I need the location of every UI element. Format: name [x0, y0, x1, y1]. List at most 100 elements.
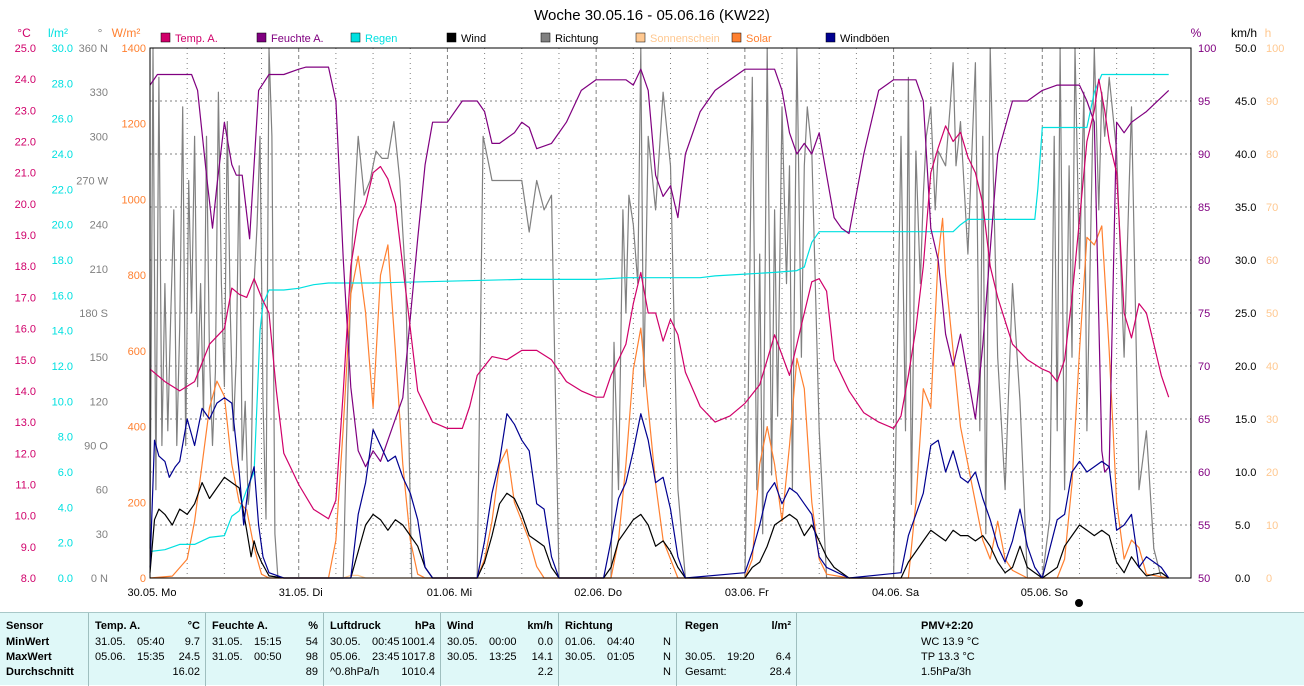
legend-label: Regen: [365, 33, 397, 45]
rain-tick-label: 14.0: [52, 326, 73, 338]
wind-tick-label: 30.0: [1235, 255, 1256, 267]
grid: [150, 48, 1191, 578]
solar-tick-label: 0: [140, 573, 146, 585]
press-max-time: 23:45: [372, 651, 400, 663]
rain-tick-label: 4.0: [58, 502, 73, 514]
stats-dir-col: Richtung 01.06. 04:40 N 30.05. 01:05 N N: [558, 613, 677, 686]
hum-tick-label: 90: [1198, 149, 1210, 161]
temp-tick-label: 24.0: [15, 74, 36, 86]
stats-header-press: Luftdruck: [330, 620, 381, 632]
temp-tick-label: 17.0: [15, 292, 36, 304]
dir-tick-label: 60: [96, 485, 108, 497]
wind-avg-value: 2.2: [537, 666, 553, 678]
stats-hum-col: Feuchte A. % 31.05. 15:15 54 31.05. 00:5…: [205, 613, 324, 686]
sun-tick-label: 60: [1266, 255, 1278, 267]
sun-tick-label: 80: [1266, 149, 1278, 161]
stats-header-dir: Richtung: [565, 620, 613, 632]
dir-min-date: 01.06.: [565, 636, 596, 648]
wind-tick-label: 0.0: [1235, 573, 1250, 585]
dir-max-date: 30.05.: [565, 651, 596, 663]
wind-tick-label: 10.0: [1235, 467, 1256, 479]
sun-tick-label: 90: [1266, 96, 1278, 108]
press-min-date: 30.05.: [330, 636, 361, 648]
legend-swatch: [635, 32, 646, 43]
moon-phase-icon: [1075, 599, 1083, 607]
sun-tick-label: 40: [1266, 361, 1278, 373]
legend-label: Solar: [746, 33, 772, 45]
axis-units: °C l/m² ° W/m²% km/h h: [17, 26, 1271, 40]
wind-min-time: 00:00: [489, 636, 517, 648]
wind-max-value: 14.1: [531, 651, 553, 663]
rain-max-date: 30.05.: [685, 651, 716, 663]
legend-label: Temp. A.: [175, 33, 218, 45]
legend-swatch: [256, 32, 267, 43]
hum-tick-label: 65: [1198, 414, 1210, 426]
wind-tick-label: 45.0: [1235, 96, 1256, 108]
legend-label: Richtung: [555, 33, 598, 45]
rain-max-time: 19:20: [727, 651, 755, 663]
hum-max-date: 31.05.: [212, 651, 243, 663]
dir-tick-label: 30: [96, 529, 108, 541]
temp-max-value: 24.5: [178, 651, 200, 663]
stats-press-col: Luftdruck hPa 30.05. 00:45 1001.4 05.06.…: [323, 613, 441, 686]
stats-header-rain: Regen: [685, 620, 719, 632]
dir-tick-label: 180 S: [79, 308, 108, 320]
legend-label: Sonnenschein: [650, 33, 720, 45]
rain-tick-label: 12.0: [52, 361, 73, 373]
x-tick-label: 02.06. Do: [574, 587, 622, 599]
hum-tick-label: 70: [1198, 361, 1210, 373]
dir-tick-label: 330: [90, 87, 108, 99]
legend-label: Windböen: [840, 33, 890, 45]
stats-rain-col: Regen l/m² 30.05. 19:20 6.4 Gesamt: 28.4: [676, 613, 797, 686]
solar-tick-label: 1400: [122, 43, 146, 55]
wind-tick-label: 50.0: [1235, 43, 1256, 55]
wind-max-time: 13:25: [489, 651, 517, 663]
temp-tick-label: 8.0: [21, 573, 36, 585]
rain-tick-label: 2.0: [58, 538, 73, 550]
hum-tick-label: 50: [1198, 573, 1210, 585]
weather-chart: Woche 30.05.16 - 05.06.16 (KW22) °C l/m² °…: [15, 7, 1284, 607]
dir-tick-label: 240: [90, 220, 108, 232]
wind-tick-label: 15.0: [1235, 414, 1256, 426]
series-temp-a-line: [149, 78, 1170, 520]
legend-swatch: [160, 32, 171, 43]
wind-tick-label: 25.0: [1235, 308, 1256, 320]
x-tick-label: 01.06. Mi: [427, 587, 472, 599]
temp-tick-label: 25.0: [15, 43, 36, 55]
chart-title: Woche 30.05.16 - 05.06.16 (KW22): [534, 7, 770, 24]
rain-tick-label: 28.0: [52, 78, 73, 90]
solar-tick-label: 1200: [122, 119, 146, 131]
x-tick-label: 31.05. Di: [279, 587, 323, 599]
dir-min-time: 04:40: [607, 636, 635, 648]
stats-row-label-max: MaxWert: [6, 651, 52, 663]
legend-swatch: [540, 32, 551, 43]
temp-min-time: 05:40: [137, 636, 165, 648]
dir-tick-label: 300: [90, 131, 108, 143]
stats-row-label-avg: Durchschnitt: [6, 666, 74, 678]
sun-tick-label: 100: [1266, 43, 1284, 55]
dir-tick-label: 120: [90, 396, 108, 408]
legend-label: Feuchte A.: [271, 33, 324, 45]
legend-swatch: [350, 32, 361, 43]
rain-tick-label: 18.0: [52, 255, 73, 267]
wind-tick-label: 5.0: [1235, 520, 1250, 532]
temp-min-date: 31.05.: [95, 636, 126, 648]
legend-swatch: [731, 32, 742, 43]
wind-min-date: 30.05.: [447, 636, 478, 648]
rain-tick-label: 10.0: [52, 396, 73, 408]
sun-tick-label: 10: [1266, 520, 1278, 532]
right-axes: 1009590858075706560555050.045.040.035.03…: [1198, 43, 1284, 585]
stats-header-hum-unit: %: [308, 620, 318, 632]
wind-max-date: 30.05.: [447, 651, 478, 663]
legend: Temp. A. Feuchte A. Regen Wind Richtung Sonne…: [160, 32, 890, 45]
legend-swatch: [825, 32, 836, 43]
rain-tick-label: 20.0: [52, 220, 73, 232]
pmv-tp: TP 13.3 °C: [921, 651, 975, 663]
rain-tick-label: 30.0: [52, 43, 73, 55]
stats-header-hum: Feuchte A.: [212, 620, 268, 632]
hum-min-value: 54: [305, 636, 318, 648]
solar-tick-label: 400: [128, 422, 146, 434]
hum-tick-label: 75: [1198, 308, 1210, 320]
temp-min-value: 9.7: [184, 636, 200, 648]
series-richtung-line: [149, 47, 1169, 579]
